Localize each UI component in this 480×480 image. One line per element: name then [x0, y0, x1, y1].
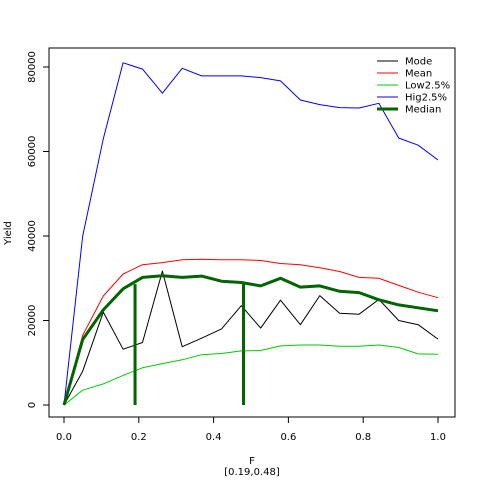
legend-label: Median: [405, 105, 441, 116]
x-axis-subtitle: [0.19,0.48]: [224, 467, 280, 478]
y-tick-label: 60000: [27, 136, 38, 168]
x-tick-label: 0.0: [56, 432, 72, 443]
series-line-mode: [63, 270, 439, 406]
y-tick-label: 40000: [27, 220, 38, 252]
x-axis-title: F: [249, 456, 255, 467]
y-tick-label: 0: [27, 402, 38, 408]
legend-label: Mean: [405, 69, 432, 80]
x-tick-label: 0.8: [355, 432, 371, 443]
x-tick-label: 0.2: [131, 432, 147, 443]
y-tick-label: 80000: [27, 51, 38, 83]
x-tick-label: 0.6: [280, 432, 296, 443]
x-tick-label: 0.4: [206, 432, 222, 443]
plot-frame: [48, 47, 456, 418]
reference-lines: [133, 282, 246, 405]
series-layer: [62, 62, 439, 406]
series-line-low2-5-: [63, 344, 439, 406]
x-axis: 0.0 0.2 0.4 0.6 0.8 1.0: [56, 416, 446, 443]
series-line-hig2-5-: [63, 62, 439, 406]
x-tick-label: 1.0: [430, 432, 446, 443]
legend-label: Low2.5%: [405, 81, 450, 92]
legend-label: Hig2.5%: [405, 93, 447, 104]
y-axis: 0 20000 40000 60000 80000: [27, 51, 49, 408]
legend-label: Mode: [405, 57, 432, 68]
y-tick-label: 20000: [27, 305, 38, 337]
series-line-mean: [63, 258, 439, 406]
y-axis-title: Yield: [3, 221, 14, 246]
series-line-median: [62, 274, 439, 406]
